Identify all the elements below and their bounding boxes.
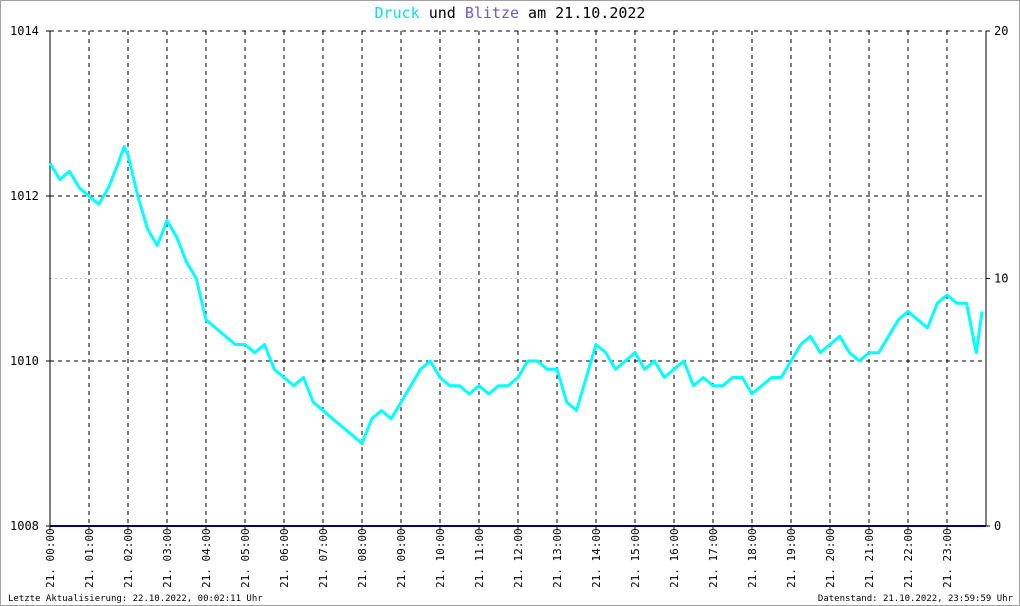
y-left-tick-label: 1008 xyxy=(10,519,39,533)
x-tick-label: 21. 13:00 xyxy=(551,528,564,588)
title-part-2: Blitze xyxy=(465,4,519,22)
y-right-tick-label: 10 xyxy=(994,272,1008,286)
x-tick-label: 21. 22:00 xyxy=(902,528,915,588)
x-tick-label: 21. 21:00 xyxy=(863,528,876,588)
x-tick-label: 21. 00:00 xyxy=(44,528,57,588)
y-axis-right: 0 10 20 xyxy=(986,24,1008,533)
y-left-tick-label: 1014 xyxy=(10,24,39,38)
y-right-tick-label: 20 xyxy=(994,24,1008,38)
footer-data-status: Datenstand: 21.10.2022, 23:59:59 Uhr xyxy=(818,594,1014,604)
y-left-tick-label: 1010 xyxy=(10,354,39,368)
x-tick-label: 21. 06:00 xyxy=(278,528,291,588)
x-tick-label: 21. 07:00 xyxy=(317,528,330,588)
title-part-0: Druck xyxy=(375,4,420,22)
x-tick-label: 21. 09:00 xyxy=(395,528,408,588)
title-part-3: am 21.10.2022 xyxy=(519,4,645,22)
x-tick-label: 21. 11:00 xyxy=(473,528,486,588)
footer-last-update: Letzte Aktualisierung: 22.10.2022, 00:02… xyxy=(8,594,263,604)
x-tick-label: 21. 15:00 xyxy=(629,528,642,588)
grid-lines xyxy=(50,31,986,526)
y-axis-left: 1008 1010 1012 1014 xyxy=(10,24,50,533)
x-tick-label: 21. 08:00 xyxy=(356,528,369,588)
x-tick-label: 21. 01:00 xyxy=(83,528,96,588)
x-tick-label: 21. 20:00 xyxy=(824,528,837,588)
x-tick-label: 21. 18:00 xyxy=(746,528,759,588)
chart-title: Druck und Blitze am 21.10.2022 xyxy=(375,4,646,22)
x-tick-label: 21. 17:00 xyxy=(707,528,720,588)
x-tick-label: 21. 03:00 xyxy=(161,528,174,588)
title-part-1: und xyxy=(420,4,465,22)
x-tick-label: 21. 05:00 xyxy=(239,528,252,588)
x-tick-label: 21. 23:00 xyxy=(941,528,954,588)
x-tick-label: 21. 10:00 xyxy=(434,528,447,588)
series-druck xyxy=(50,147,982,444)
y-right-tick-label: 0 xyxy=(994,519,1001,533)
x-tick-label: 21. 12:00 xyxy=(512,528,525,588)
x-axis: 21. 00:00 21. 01:00 21. 02:00 21. 03:00 21. … xyxy=(44,526,954,588)
x-tick-label: 21. 16:00 xyxy=(668,528,681,588)
x-tick-label: 21. 02:00 xyxy=(122,528,135,588)
x-tick-label: 21. 19:00 xyxy=(785,528,798,588)
y-left-tick-label: 1012 xyxy=(10,189,39,203)
x-tick-label: 21. 14:00 xyxy=(590,528,603,588)
x-tick-label: 21. 04:00 xyxy=(200,528,213,588)
